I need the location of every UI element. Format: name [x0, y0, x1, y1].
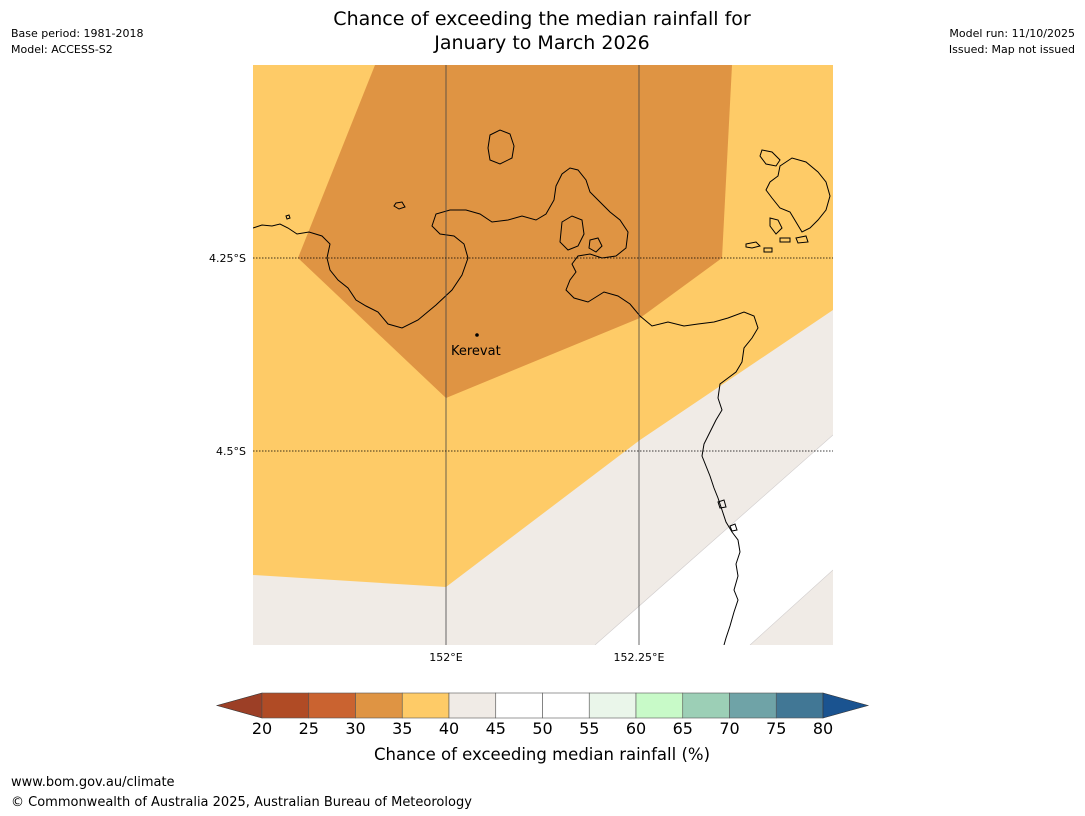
colorbar-segment-35-40	[401, 692, 450, 719]
colorbar-tick-65: 65	[672, 719, 693, 738]
boundary-line-1	[594, 434, 833, 645]
island-6	[765, 157, 831, 233]
base-period-text: Base period: 1981-2018	[11, 27, 144, 40]
colorbar-segment-50-55	[542, 692, 590, 719]
colorbar-segment-75-80	[775, 692, 824, 719]
lat-label-4-5: 4.5°S	[216, 445, 246, 458]
lon-label-152: 152°E	[429, 651, 462, 664]
colorbar-over-arrow	[822, 692, 870, 719]
colorbar	[215, 692, 870, 719]
parallels	[253, 257, 833, 452]
island-9	[763, 247, 773, 253]
colorbar-tick-20: 20	[251, 719, 273, 738]
colorbar-tick-70: 70	[719, 719, 740, 738]
colorbar-tick-50: 50	[532, 719, 553, 738]
meridians	[445, 65, 640, 645]
island-2	[559, 215, 585, 251]
lat-label-4-25: 4.25°S	[209, 252, 246, 265]
issued-text: Issued: Map not issued	[948, 43, 1075, 56]
colorbar-tick-45: 45	[485, 719, 506, 738]
island-11	[795, 235, 809, 244]
colorbar-tick-25: 25	[298, 719, 319, 738]
colorbar-tick-55: 55	[579, 719, 600, 738]
island-13	[729, 523, 738, 532]
region-30-35	[298, 65, 732, 398]
colorbar-tick-80: 80	[812, 719, 834, 738]
model-run-text: Model run: 11/10/2025	[949, 27, 1075, 40]
island-12	[717, 499, 727, 509]
map-area: Kerevat	[253, 65, 833, 645]
town-marker	[475, 333, 479, 337]
colorbar-segment-45-50	[495, 692, 543, 719]
coastline	[253, 129, 831, 645]
coastline-main	[253, 167, 759, 645]
colorbar-segment-65-70	[682, 692, 730, 719]
map-title: Chance of exceeding the median rainfall …	[242, 7, 842, 55]
island-5	[759, 149, 781, 167]
model-text: Model: ACCESS-S2	[11, 43, 113, 56]
colorbar-segment-70-75	[729, 692, 777, 719]
meta-right: Model run: 11/10/2025 Issued: Map not is…	[949, 26, 1075, 58]
footer-copyright: © Commonwealth of Australia 2025, Austra…	[11, 795, 472, 810]
lon-label-152-25: 152.25°E	[614, 651, 665, 664]
town-label: Kerevat	[451, 344, 501, 359]
meta-left: Base period: 1981-2018 Model: ACCESS-S2	[11, 26, 143, 58]
island-1	[487, 129, 515, 165]
island-8	[745, 241, 761, 249]
footer-url: www.bom.gov.au/climate	[11, 775, 175, 790]
colorbar-tick-30: 30	[345, 719, 366, 738]
colorbar-title: Chance of exceeding median rainfall (%)	[373, 745, 711, 764]
island-14	[285, 214, 291, 220]
island-4	[393, 201, 406, 210]
title-line-2: January to March 2026	[434, 32, 650, 54]
colorbar-segment-40-45	[448, 692, 497, 719]
boundary-line-2	[749, 569, 833, 645]
colorbar-segment-30-35	[355, 692, 403, 719]
title-line-1: Chance of exceeding the median rainfall …	[333, 8, 751, 30]
colorbar-tick-75: 75	[766, 719, 787, 738]
colorbar-under-arrow	[215, 692, 263, 719]
island-3	[588, 237, 603, 253]
colorbar-segment-60-65	[635, 692, 684, 719]
colorbar-segment-55-60	[588, 692, 637, 719]
colorbar-tick-60: 60	[625, 719, 647, 738]
colorbar-tick-35: 35	[392, 719, 413, 738]
colorbar-tick-40: 40	[438, 719, 460, 738]
island-10	[779, 237, 791, 243]
island-7	[769, 217, 783, 235]
colorbar-segment-25-30	[308, 692, 356, 719]
colorbar-segment-20-25	[261, 692, 310, 719]
